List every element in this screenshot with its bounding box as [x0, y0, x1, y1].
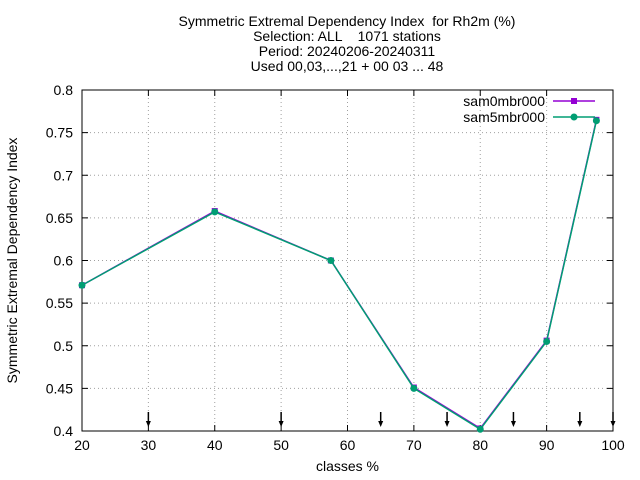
- x-tick-label: 40: [207, 437, 223, 453]
- y-axis: 0.4 0.45 0.5 0.55 0.6 0.65 0.7 0.75 0.8: [46, 82, 613, 439]
- data-point: [592, 117, 600, 125]
- title-line: Used 00,03,...,21 + 00 03 ... 48: [251, 58, 444, 74]
- title-line: Selection: ALL 1071 stations: [253, 28, 441, 44]
- chart-title: Symmetric Extremal Dependency Index for …: [179, 13, 516, 74]
- y-tick-label: 0.7: [54, 167, 74, 183]
- x-tick-label: 70: [406, 437, 422, 453]
- y-tick-label: 0.75: [46, 125, 73, 141]
- data-point: [543, 337, 551, 345]
- legend-label: sam0mbr000: [463, 93, 545, 109]
- legend-marker: [571, 98, 577, 104]
- plot-border: [81, 89, 614, 432]
- y-tick-label: 0.5: [54, 338, 74, 354]
- x-tick-label: 80: [472, 437, 488, 453]
- class-marker-arrow: [378, 412, 384, 427]
- plot-frame: [81, 89, 614, 432]
- data-point: [211, 208, 219, 216]
- data-point: [78, 281, 86, 289]
- legend-label: sam5mbr000: [463, 109, 545, 125]
- y-tick-label: 0.45: [46, 380, 73, 396]
- legend-marker: [570, 113, 578, 121]
- title-line: Symmetric Extremal Dependency Index for …: [179, 13, 516, 29]
- y-tick-label: 0.6: [54, 253, 74, 269]
- x-tick-label: 60: [340, 437, 356, 453]
- title-line: Period: 20240206-20240311: [259, 43, 436, 59]
- y-tick-label: 0.4: [54, 423, 74, 439]
- y-tick-label: 0.65: [46, 210, 73, 226]
- class-marker-arrow: [278, 412, 284, 427]
- y-axis-label: Symmetric Extremal Dependency Index: [4, 138, 20, 384]
- x-axis-label: classes %: [316, 458, 379, 474]
- series: [78, 116, 600, 433]
- class-marker-arrow: [610, 412, 616, 427]
- data-point: [327, 257, 335, 264]
- class-marker-arrow: [145, 412, 151, 427]
- grid: [82, 90, 613, 431]
- x-tick-label: 100: [601, 437, 625, 453]
- data-point: [476, 425, 484, 433]
- series-line-sam5mbr000: [81, 120, 598, 431]
- y-tick-label: 0.55: [46, 295, 73, 311]
- x-axis: 20 30 40 50 60 70 80 90 100: [74, 90, 625, 453]
- class-marker-arrow: [510, 412, 516, 427]
- data-point: [410, 384, 418, 392]
- class-marker-arrow: [577, 412, 583, 427]
- class-markers: [145, 412, 616, 427]
- class-marker-arrow: [444, 412, 450, 427]
- x-tick-label: 50: [273, 437, 289, 453]
- x-tick-label: 90: [539, 437, 555, 453]
- x-tick-label: 30: [141, 437, 157, 453]
- x-tick-label: 20: [74, 437, 90, 453]
- y-tick-label: 0.8: [54, 82, 74, 98]
